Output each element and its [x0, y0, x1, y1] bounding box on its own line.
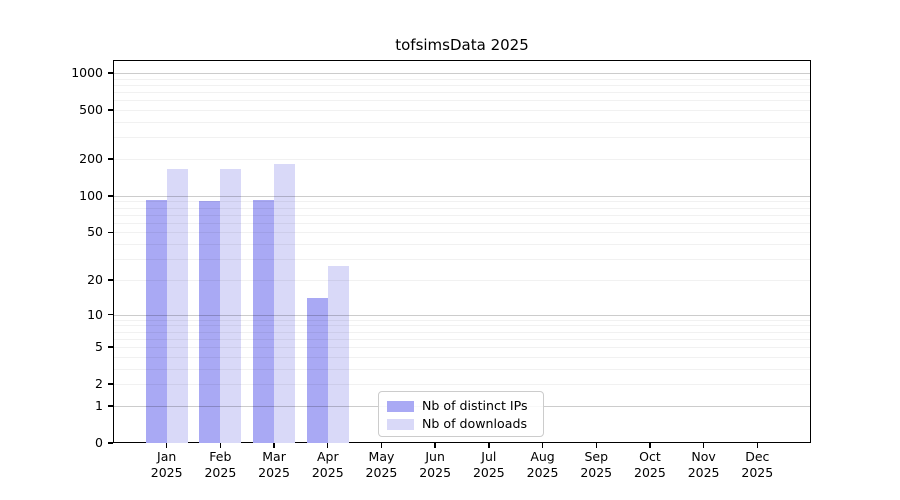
y-tick [108, 442, 113, 444]
y-tick [108, 158, 113, 160]
legend-item-downloads: Nb of downloads [387, 415, 535, 433]
y-tick-label: 20 [87, 271, 103, 287]
legend-swatch-downloads [387, 418, 414, 430]
y-tick-label: 5 [95, 339, 103, 355]
x-tick-label-oct: Oct 2025 [634, 449, 666, 480]
bar-downloads-feb [220, 169, 242, 443]
bar-distinct-ips-jan [145, 199, 167, 443]
x-tick-label-jul: Jul 2025 [472, 449, 505, 480]
y-tick-label: 50 [87, 224, 103, 240]
x-tick [434, 443, 436, 448]
x-tick-label-nov: Nov 2025 [687, 449, 720, 480]
x-tick-label-aug: Aug 2025 [526, 449, 559, 480]
bar-downloads-mar [274, 164, 296, 443]
legend-item-distinct-ips: Nb of distinct IPs [387, 397, 535, 415]
x-tick-label-mar: Mar 2025 [258, 449, 290, 480]
y-tick [108, 231, 113, 234]
y-tick [108, 279, 113, 281]
bar-downloads-apr [327, 266, 349, 443]
x-tick [380, 443, 383, 448]
x-tick [649, 443, 651, 448]
x-tick-label-may: May 2025 [365, 449, 398, 480]
legend-label-downloads: Nb of downloads [422, 416, 528, 431]
y-tick [108, 72, 113, 74]
bar-distinct-ips-feb [199, 201, 221, 443]
bar-downloads-jan [166, 168, 188, 443]
y-tick-label: 200 [79, 150, 103, 166]
y-tick-label: 2 [95, 376, 103, 392]
y-tick-label: 10 [87, 306, 103, 322]
x-tick [165, 443, 168, 448]
x-tick [327, 443, 329, 448]
x-tick-label-jun: Jun 2025 [419, 449, 452, 480]
x-tick-label-sep: Sep 2025 [580, 449, 613, 480]
y-tick [108, 313, 113, 316]
x-tick-label-dec: Dec 2025 [741, 449, 774, 480]
x-tick [488, 443, 490, 448]
y-tick-label: 0 [95, 435, 103, 450]
legend-swatch-distinct-ips [387, 400, 414, 412]
bar-distinct-ips-mar [253, 199, 275, 443]
y-tick [108, 195, 113, 197]
x-tick [219, 443, 222, 448]
x-tick [273, 443, 275, 448]
y-tick-label: 100 [79, 187, 103, 203]
y-tick [108, 405, 113, 407]
y-tick [108, 383, 113, 385]
y-tick-label: 1 [95, 397, 103, 413]
y-tick [108, 109, 113, 111]
y-tick-label: 1000 [71, 65, 103, 80]
x-tick-label-jan: Jan 2025 [150, 449, 183, 480]
x-tick [595, 443, 597, 448]
legend: Nb of distinct IPs Nb of downloads [378, 391, 544, 437]
y-tick [108, 346, 113, 348]
x-tick [702, 443, 705, 448]
x-tick [756, 443, 758, 448]
x-tick [541, 443, 544, 448]
legend-label-distinct-ips: Nb of distinct IPs [422, 398, 528, 413]
x-tick-label-apr: Apr 2025 [311, 449, 344, 480]
bar-distinct-ips-apr [306, 297, 328, 443]
x-tick-label-feb: Feb 2025 [204, 449, 237, 480]
chart-title: tofsimsData 2025 [395, 36, 529, 54]
y-tick-label: 500 [79, 102, 103, 118]
